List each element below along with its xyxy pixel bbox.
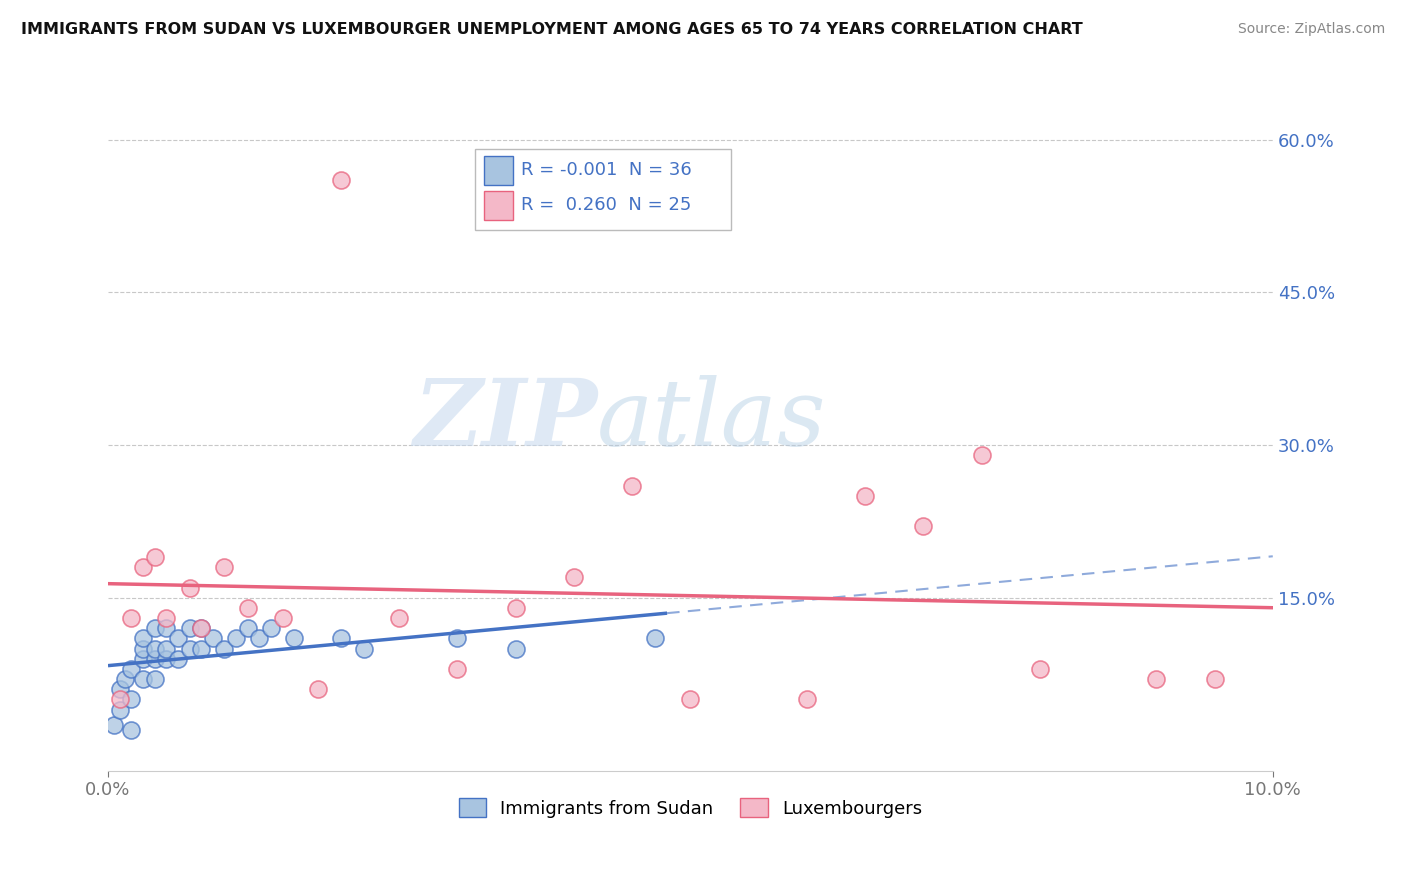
- Point: [108, 692, 131, 706]
- Point: [179, 641, 201, 656]
- Point: [307, 682, 329, 697]
- Point: [260, 621, 283, 635]
- Point: [120, 662, 142, 676]
- Point: [190, 641, 212, 656]
- Point: [167, 652, 190, 666]
- Point: [236, 600, 259, 615]
- Point: [155, 611, 177, 625]
- Point: [283, 632, 305, 646]
- Point: [970, 448, 993, 462]
- Point: [329, 632, 352, 646]
- Point: [179, 581, 201, 595]
- Point: [143, 641, 166, 656]
- Point: [201, 632, 224, 646]
- Point: [853, 489, 876, 503]
- Point: [505, 641, 527, 656]
- Point: [562, 570, 585, 584]
- Point: [155, 652, 177, 666]
- Point: [644, 632, 666, 646]
- Point: [120, 723, 142, 737]
- Point: [1144, 672, 1167, 686]
- Point: [143, 621, 166, 635]
- Text: R = -0.001  N = 36: R = -0.001 N = 36: [522, 161, 692, 179]
- Point: [271, 611, 294, 625]
- Point: [132, 632, 155, 646]
- FancyBboxPatch shape: [475, 149, 731, 230]
- Point: [167, 632, 190, 646]
- Point: [236, 621, 259, 635]
- Point: [190, 621, 212, 635]
- Point: [796, 692, 818, 706]
- Point: [114, 672, 136, 686]
- Point: [132, 641, 155, 656]
- Point: [103, 718, 125, 732]
- Point: [1204, 672, 1226, 686]
- Text: atlas: atlas: [598, 375, 827, 465]
- Point: [329, 173, 352, 187]
- Point: [505, 600, 527, 615]
- Point: [120, 692, 142, 706]
- Point: [143, 652, 166, 666]
- Point: [225, 632, 247, 646]
- Point: [353, 641, 375, 656]
- Point: [120, 611, 142, 625]
- Text: IMMIGRANTS FROM SUDAN VS LUXEMBOURGER UNEMPLOYMENT AMONG AGES 65 TO 74 YEARS COR: IMMIGRANTS FROM SUDAN VS LUXEMBOURGER UN…: [21, 22, 1083, 37]
- Point: [155, 621, 177, 635]
- Point: [179, 621, 201, 635]
- Point: [679, 692, 702, 706]
- Text: R =  0.260  N = 25: R = 0.260 N = 25: [522, 196, 692, 214]
- Legend: Immigrants from Sudan, Luxembourgers: Immigrants from Sudan, Luxembourgers: [451, 791, 929, 825]
- Point: [1029, 662, 1052, 676]
- Point: [132, 652, 155, 666]
- Point: [446, 632, 468, 646]
- Point: [446, 662, 468, 676]
- Point: [214, 641, 236, 656]
- Point: [108, 682, 131, 697]
- Point: [190, 621, 212, 635]
- Text: ZIP: ZIP: [413, 375, 598, 465]
- FancyBboxPatch shape: [484, 155, 513, 185]
- Point: [621, 479, 644, 493]
- FancyBboxPatch shape: [484, 191, 513, 220]
- Point: [155, 641, 177, 656]
- Point: [249, 632, 271, 646]
- Point: [214, 560, 236, 574]
- Point: [143, 672, 166, 686]
- Point: [132, 672, 155, 686]
- Text: Source: ZipAtlas.com: Source: ZipAtlas.com: [1237, 22, 1385, 37]
- Point: [912, 519, 935, 533]
- Point: [143, 549, 166, 564]
- Point: [108, 703, 131, 717]
- Point: [132, 560, 155, 574]
- Point: [388, 611, 411, 625]
